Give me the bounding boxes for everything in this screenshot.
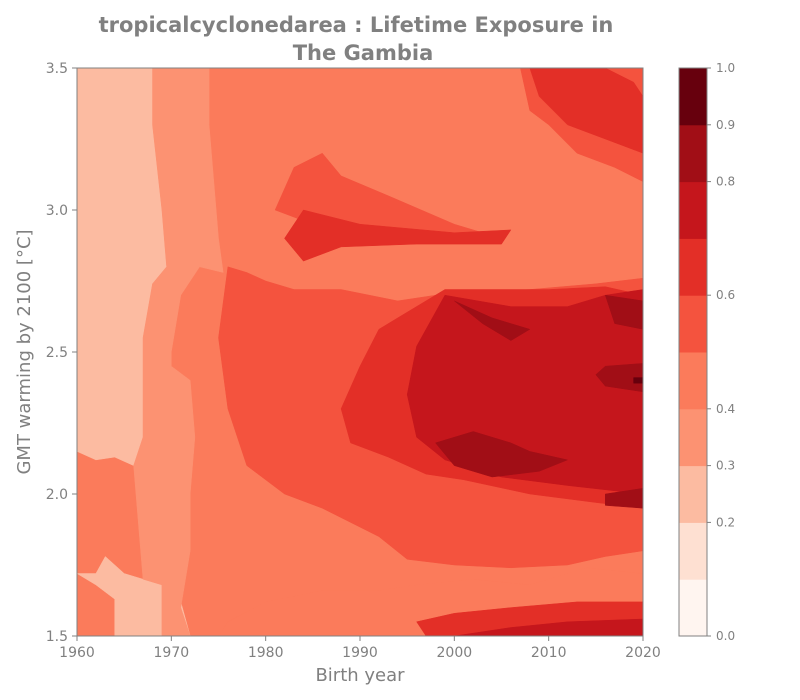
colorbar-tick-label: 0.9 <box>716 118 735 132</box>
colorbar-segment <box>679 465 707 523</box>
colorbar-segment <box>679 408 707 467</box>
colorbar-segment <box>679 295 707 353</box>
contour-region-level-6 <box>529 68 643 154</box>
contour-region-level-8 <box>595 363 643 393</box>
colorbar-tick-label: 0.6 <box>716 288 735 302</box>
y-tick-label: 2.0 <box>46 487 68 503</box>
y-tick-label: 3.5 <box>46 61 68 77</box>
contour-region-level-8 <box>454 300 531 341</box>
contour-region-level-3 <box>133 68 224 636</box>
contour-region-level-6 <box>284 209 512 262</box>
x-tick-label: 2010 <box>531 645 567 661</box>
x-axis-ticks: 1960 1970 1980 1990 2000 2010 2020 <box>59 636 661 661</box>
colorbar-segment <box>679 238 707 296</box>
colorbar-segment <box>679 579 707 637</box>
contour-region-level-9 <box>633 377 643 384</box>
y-tick-label: 1.5 <box>46 629 68 645</box>
contour-region-level-8 <box>435 431 569 478</box>
colorbar-frame <box>678 67 708 637</box>
x-tick-label: 2020 <box>625 645 661 661</box>
y-tick-label: 2.5 <box>46 345 68 361</box>
colorbar-tick-label: 0.4 <box>716 402 735 416</box>
colorbar-segment <box>679 522 707 580</box>
contour-region-level-8 <box>604 294 643 330</box>
chart-title-line-1: tropicalcyclonedarea : Lifetime Exposure… <box>99 13 614 37</box>
y-axis-label: GMT warming by 2100 [°C] <box>14 229 35 474</box>
colorbar-tick-label: 0.0 <box>716 629 735 643</box>
x-axis-label: Birth year <box>315 665 405 686</box>
colorbar-tick-label: 1.0 <box>716 61 735 75</box>
colorbar-tick-label: 0.8 <box>716 175 735 189</box>
colorbar-tick-label: 0.2 <box>716 515 735 529</box>
colorbar-segment <box>679 124 707 183</box>
x-tick-label: 1980 <box>248 645 284 661</box>
colorbar-tick-label: 0.3 <box>716 459 735 473</box>
colorbar-segment <box>679 181 707 239</box>
chart-title-line-2: The Gambia <box>293 41 434 65</box>
y-tick-label: 3.0 <box>46 203 68 219</box>
y-axis-ticks: 1.5 2.0 2.5 3.0 3.5 <box>46 61 77 645</box>
colorbar-ticks: 0.0 0.2 0.3 0.4 0.6 0.8 0.9 1.0 <box>707 61 735 643</box>
colorbar-segment <box>679 68 707 126</box>
contour-region-level-8 <box>605 488 643 509</box>
contour-regions <box>77 68 643 636</box>
contour-region-level-7 <box>454 618 643 636</box>
colorbar-segment <box>679 352 707 410</box>
x-tick-label: 1970 <box>154 645 190 661</box>
x-tick-label: 1960 <box>59 645 95 661</box>
x-tick-label: 2000 <box>437 645 473 661</box>
x-tick-label: 1990 <box>342 645 378 661</box>
colorbar <box>679 68 707 637</box>
